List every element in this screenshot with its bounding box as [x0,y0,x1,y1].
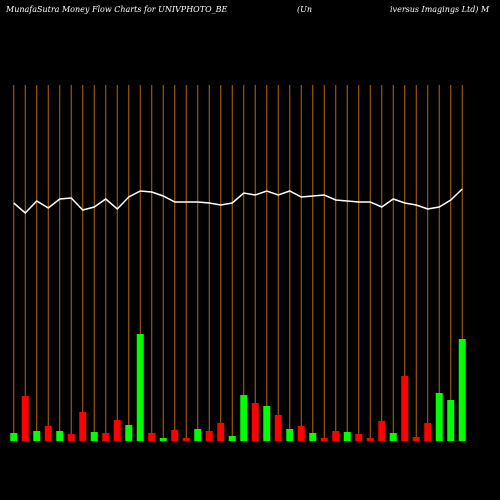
bar [67,434,75,441]
bar [263,406,271,441]
bar [343,432,351,441]
chart-title: MunafaSutra Money Flow Charts for UNIVPH… [5,5,228,14]
bar [79,412,87,441]
chart-subtitle: (Un [297,5,312,14]
bar [274,415,282,441]
bar [136,334,144,441]
bar [389,433,397,441]
bar [297,426,305,441]
bar [286,429,294,441]
bar [44,426,52,441]
bar [125,425,133,441]
bar [458,339,466,441]
bar [435,393,443,441]
bar [182,438,190,441]
money-flow-line [13,188,463,215]
bar [205,431,213,441]
bar [366,438,374,441]
bar [33,431,41,441]
bar [56,431,64,441]
bar [320,438,328,441]
bar [412,437,420,441]
bar [217,423,225,441]
bar [251,403,259,441]
bar [102,433,110,441]
bar [240,395,248,441]
bar [10,433,18,441]
bar [309,433,317,441]
bar [378,421,386,441]
chart-subtitle: iversus Imagings Ltd) M [390,5,490,14]
bar [228,436,236,441]
bar [424,423,432,441]
bar [171,430,179,441]
bar [159,438,167,441]
bar [355,434,363,441]
bar [332,431,340,441]
bar [90,432,98,441]
bar [194,429,202,441]
bar [113,420,121,441]
bar [447,400,455,441]
bar [401,376,409,441]
bar [148,433,156,441]
bar [21,396,29,441]
